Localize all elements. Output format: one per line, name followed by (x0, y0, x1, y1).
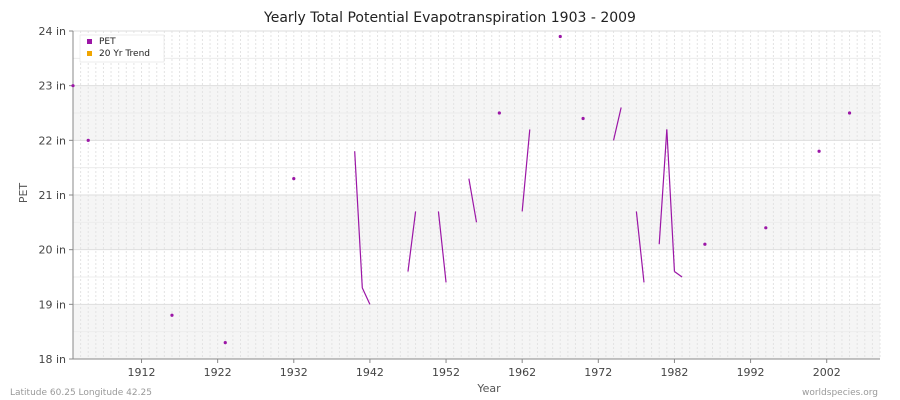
y-tick-label: 19 in (38, 298, 66, 311)
pet-point (71, 84, 75, 88)
x-tick-label: 1982 (660, 366, 688, 379)
pet-line-segment (361, 287, 371, 305)
legend-swatch-pet (87, 39, 92, 44)
legend-box (79, 34, 165, 63)
pet-line-segment (468, 178, 478, 223)
y-tick-label: 23 in (38, 80, 66, 93)
pet-point (223, 341, 227, 345)
pet-line-segment (635, 211, 645, 283)
y-tick-labels: 18 in 19 in 20 in 21 in 22 in 23 in 24 in (38, 25, 73, 366)
y-tick-label: 18 in (38, 353, 66, 366)
pet-point (703, 242, 707, 246)
pet-line-segment (658, 129, 668, 245)
y-axis-label: PET (17, 183, 30, 204)
y-tick-label: 22 in (38, 134, 66, 147)
pet-line-segment (354, 151, 363, 288)
x-tick-label: 1922 (204, 366, 232, 379)
pet-line-segment (612, 107, 622, 141)
x-tick-label: 1912 (128, 366, 156, 379)
y-tick-label: 21 in (38, 189, 66, 202)
legend-label-pet: PET (99, 37, 116, 47)
x-tick-label: 1932 (280, 366, 308, 379)
pet-point (817, 149, 821, 153)
x-tick-label: 1952 (432, 366, 460, 379)
x-tick-label: 1972 (584, 366, 612, 379)
pet-point (497, 111, 501, 115)
pet-point (558, 34, 562, 39)
legend-swatch-trend (87, 51, 92, 56)
pet-point (170, 313, 174, 317)
x-tick-label: 2002 (813, 366, 841, 379)
pet-point (292, 177, 296, 181)
pet-line-segment (666, 129, 676, 272)
legend: PET 20 Yr Trend (79, 34, 165, 63)
y-tick-label: 20 in (38, 244, 66, 257)
y-tick-label: 24 in (38, 25, 66, 38)
pet-point (847, 111, 852, 115)
chart-title: Yearly Total Potential Evapotranspiratio… (263, 10, 636, 26)
pet-line-segment (437, 211, 447, 283)
x-tick-labels: 1912 1922 1932 1942 1952 1962 1972 1982 1992 2002 (128, 359, 841, 379)
pet-point (764, 226, 768, 230)
footer-coordinates: Latitude 60.25 Longitude 42.25 (10, 388, 152, 398)
pet-point (86, 138, 90, 142)
x-tick-label: 1992 (737, 366, 765, 379)
x-axis-label: Year (476, 382, 501, 395)
pet-line-segment (407, 211, 417, 272)
pet-point (581, 116, 585, 121)
pet-line-segment (674, 271, 683, 278)
pet-line-segment (521, 129, 531, 212)
series-layer (71, 34, 852, 345)
x-tick-label: 1942 (356, 366, 384, 379)
x-tick-label: 1962 (508, 366, 536, 379)
legend-label-trend: 20 Yr Trend (99, 49, 150, 59)
footer-source: worldspecies.org (802, 388, 878, 398)
